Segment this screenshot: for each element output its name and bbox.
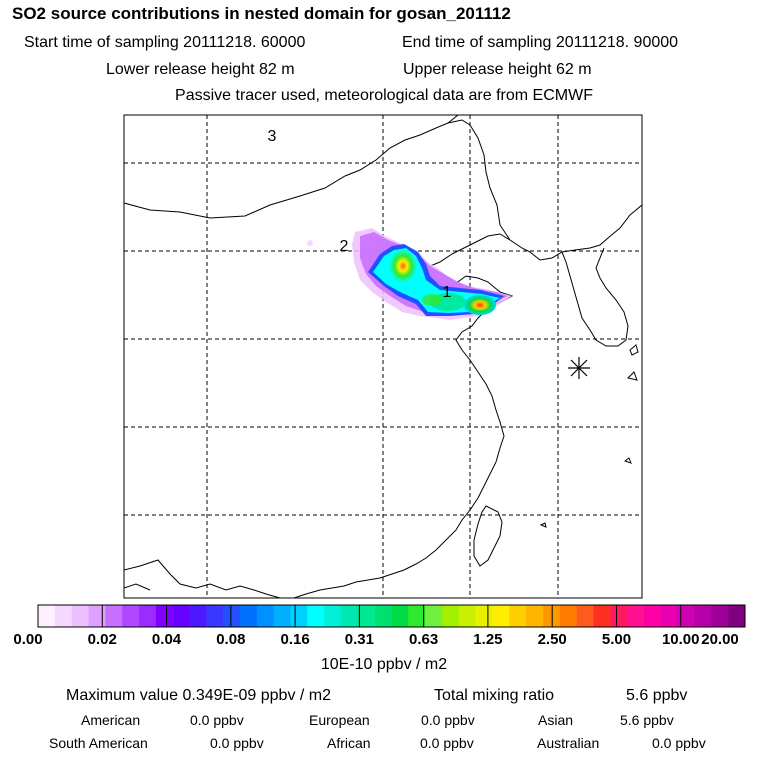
colorbar-tick-label: 5.00 (601, 631, 632, 648)
receptor-marker (568, 357, 590, 379)
region-name-european: European (309, 712, 370, 728)
region-value-asian: 5.6 ppbv (620, 712, 674, 728)
colorbar-swatch (610, 605, 628, 627)
colorbar-swatch (290, 605, 308, 627)
colorbar-tick-label: 0.08 (216, 631, 246, 648)
colorbar-tick-label: 10.00 (661, 631, 700, 648)
colorbar-swatch (475, 605, 493, 627)
colorbar-swatch (408, 605, 426, 627)
start-time-label: Start time of sampling 20111218. 60000 (24, 34, 306, 51)
colorbar-tick-label: 0.16 (280, 631, 310, 648)
colorbar-swatch (711, 605, 729, 627)
colorbar-swatch (728, 605, 746, 627)
colorbar-swatch (425, 605, 443, 627)
colorbar-swatch (172, 605, 190, 627)
colorbar-tick-label: 1.25 (473, 631, 503, 648)
colorbar-swatch (105, 605, 123, 627)
graticule (124, 115, 642, 598)
colorbar-swatch (593, 605, 611, 627)
colorbar-swatch (324, 605, 342, 627)
colorbar-swatch (677, 605, 695, 627)
region-value-african: 0.0 ppbv (420, 735, 474, 751)
colorbar-swatch (71, 605, 89, 627)
so2-plume (307, 228, 512, 320)
region-value-american: 0.0 ppbv (190, 712, 244, 728)
upper-release-label: Upper release height 62 m (403, 61, 592, 78)
colorbar-tick-label: 0.00 (13, 631, 43, 648)
region-name-south-american: South American (49, 735, 148, 751)
colorbar-swatch (54, 605, 72, 627)
colorbar-tick-label: 20.00 (701, 631, 739, 648)
colorbar-swatch (122, 605, 140, 627)
colorbar-swatch (189, 605, 207, 627)
colorbar-swatch (644, 605, 662, 627)
colorbar-tick-label: 0.02 (87, 631, 117, 648)
colorbar-swatch (660, 605, 678, 627)
total-mixing-label: Total mixing ratio (434, 687, 555, 704)
colorbar-swatch (391, 605, 409, 627)
source-marker-2: 2 (340, 238, 349, 255)
colorbar-swatch (206, 605, 224, 627)
colorbar-swatch (509, 605, 527, 627)
colorbar (37, 604, 746, 628)
colorbar-swatch (341, 605, 359, 627)
colorbar-swatch (307, 605, 325, 627)
region-value-australian: 0.0 ppbv (652, 735, 706, 751)
colorbar-swatch (223, 605, 241, 627)
colorbar-border (37, 604, 746, 628)
total-mixing-value: 5.6 ppbv (626, 687, 688, 704)
colorbar-swatch (38, 605, 56, 627)
colorbar-tick-label: 0.04 (151, 631, 182, 648)
region-name-american: American (81, 712, 141, 728)
region-name-asian: Asian (538, 712, 574, 728)
colorbar-tick-label: 0.31 (344, 631, 374, 648)
region-value-south-american: 0.0 ppbv (210, 735, 264, 751)
colorbar-units: 10E-10 ppbv / m2 (320, 656, 448, 673)
colorbar-tick-label: 2.50 (537, 631, 567, 648)
source-marker-3: 3 (268, 128, 277, 145)
colorbar-swatch (88, 605, 106, 627)
colorbar-swatch (526, 605, 544, 627)
lower-release-label: Lower release height 82 m (106, 61, 295, 78)
colorbar-swatch (543, 605, 561, 627)
colorbar-swatch (155, 605, 173, 627)
colorbar-swatch (240, 605, 258, 627)
region-name-australian: Australian (537, 735, 600, 751)
colorbar-swatch (458, 605, 476, 627)
colorbar-swatch (273, 605, 291, 627)
colorbar-swatch (627, 605, 645, 627)
region-value-european: 0.0 ppbv (421, 712, 475, 728)
colorbar-swatch (559, 605, 577, 627)
colorbar-swatch (256, 605, 274, 627)
tracer-note: Passive tracer used, meteorological data… (175, 87, 593, 104)
colorbar-tick-label: 0.63 (409, 631, 439, 648)
colorbar-swatch (374, 605, 392, 627)
colorbar-swatch (139, 605, 157, 627)
maximum-value-label: Maximum value 0.349E-09 ppbv / m2 (66, 687, 332, 704)
colorbar-swatch (576, 605, 594, 627)
region-name-african: African (327, 735, 371, 751)
colorbar-swatch (694, 605, 712, 627)
source-marker-1: 1 (443, 284, 452, 301)
chart-title: SO2 source contributions in nested domai… (12, 4, 511, 23)
colorbar-swatch (357, 605, 375, 627)
end-time-label: End time of sampling 20111218. 90000 (402, 34, 679, 51)
colorbar-swatch (492, 605, 510, 627)
colorbar-swatch (442, 605, 460, 627)
